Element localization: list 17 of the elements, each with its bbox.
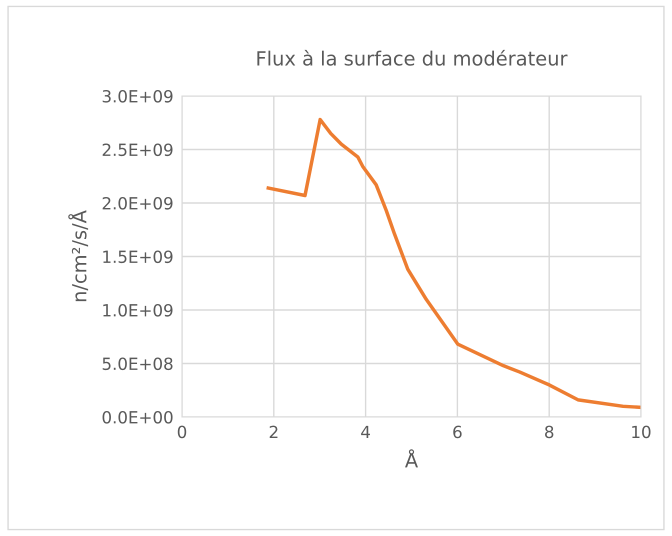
- x-tick-label: 4: [361, 426, 370, 438]
- x-tick-label: 10: [632, 426, 650, 438]
- y-tick-label: 3.0E+09: [102, 90, 172, 103]
- y-tick-label: 5.0E+08: [102, 357, 173, 370]
- chart-title: Flux à la surface du modérateur: [257, 50, 568, 66]
- y-tick-label: 1.5E+09: [103, 250, 172, 264]
- x-axis-title: Å: [405, 449, 418, 468]
- y-axis-title: n/cm²/s/Å: [68, 210, 88, 302]
- y-tick-label: 0.0E+00: [102, 410, 173, 424]
- x-tick-label: 8: [545, 426, 554, 438]
- y-tick-label: 1.0E+09: [103, 304, 172, 317]
- y-tick-label: 2.0E+09: [102, 196, 172, 210]
- y-tick-label: 2.5E+09: [102, 143, 172, 156]
- line-series: [266, 118, 641, 410]
- x-tick-label: 2: [270, 426, 278, 438]
- x-tick-label: 6: [453, 426, 462, 438]
- x-tick-label: 0: [178, 426, 186, 438]
